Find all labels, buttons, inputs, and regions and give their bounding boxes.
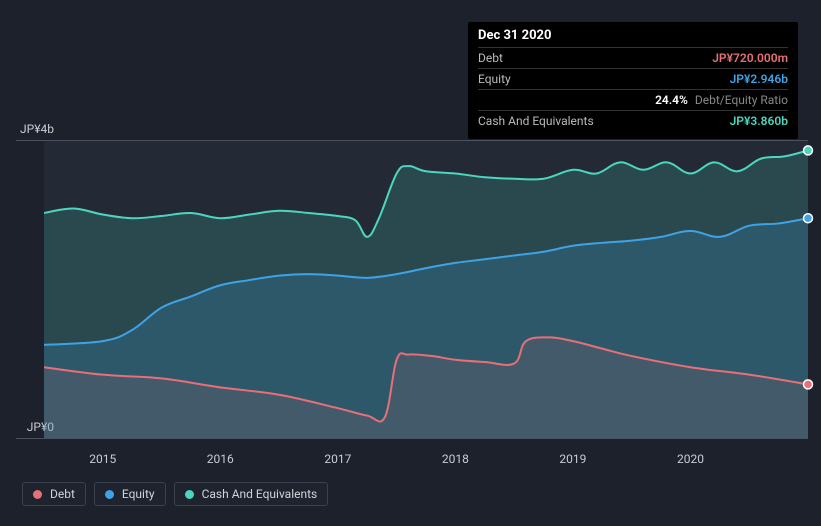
tooltip-row: 24.4% Debt/Equity Ratio (478, 89, 788, 110)
chart-container: JP¥0JP¥4b201520162017201820192020Dec 31 … (0, 0, 821, 526)
equity-legend-dot (105, 490, 114, 499)
legend-item-debt[interactable]: Debt (22, 482, 86, 506)
legend-item-equity[interactable]: Equity (94, 482, 166, 506)
tooltip-row-value: JP¥2.946b (730, 72, 788, 86)
tooltip-date: Dec 31 2020 (478, 28, 788, 47)
legend-label: Cash And Equivalents (202, 487, 318, 501)
tooltip-row-value: JP¥720.000m (712, 51, 788, 65)
cash-legend-dot (185, 490, 194, 499)
cash-end-marker (804, 146, 813, 155)
tooltip-row-label: Debt (478, 51, 503, 65)
tooltip-row: Cash And Equivalents JP¥3.860b (478, 110, 788, 131)
tooltip-row-value: 24.4% Debt/Equity Ratio (655, 93, 788, 107)
legend-label: Equity (122, 487, 155, 501)
tooltip: Dec 31 2020 Debt JP¥720.000m Equity JP¥2.946… (468, 22, 798, 139)
tooltip-row-label: Equity (478, 72, 511, 86)
legend-item-cash[interactable]: Cash And Equivalents (174, 482, 329, 506)
tooltip-row-label: Cash And Equivalents (478, 114, 594, 128)
legend-label: Debt (50, 487, 75, 501)
debt-legend-dot (33, 490, 42, 499)
tooltip-row-value: JP¥3.860b (730, 114, 788, 128)
debt-end-marker (804, 380, 813, 389)
tooltip-row: Equity JP¥2.946b (478, 68, 788, 89)
tooltip-row: Debt JP¥720.000m (478, 47, 788, 68)
legend: Debt Equity Cash And Equivalents (22, 482, 328, 506)
equity-end-marker (804, 214, 813, 223)
